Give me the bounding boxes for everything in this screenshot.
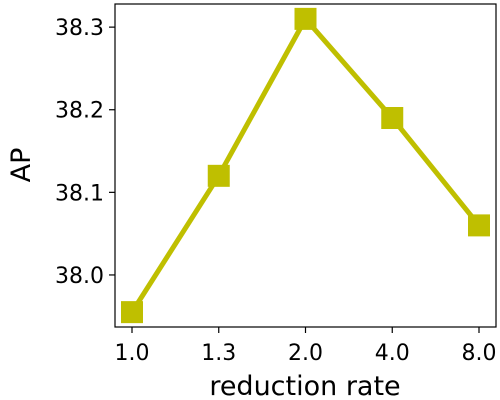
y-tick-label: 38.3 <box>55 16 104 41</box>
data-point-marker <box>468 214 490 237</box>
x-axis-ticks: 1.0 1.3 2.0 4.0 8.0 <box>115 327 497 366</box>
data-point-marker <box>121 301 143 324</box>
x-tick-label: 8.0 <box>462 341 497 366</box>
data-point-marker <box>381 107 404 129</box>
data-point-marker <box>207 164 230 187</box>
data-point-marker <box>294 7 317 30</box>
y-axis-label: AP <box>6 148 37 183</box>
x-tick-label: 1.0 <box>115 341 150 366</box>
data-series <box>121 7 490 324</box>
y-axis-ticks: 38.0 38.1 38.2 38.3 <box>55 16 115 289</box>
plot-frame <box>114 3 497 328</box>
y-tick-label: 38.1 <box>55 181 104 206</box>
x-tick-label: 1.3 <box>201 341 236 366</box>
series-line <box>129 16 481 314</box>
x-axis-label: reduction rate <box>209 371 400 400</box>
x-tick-label: 2.0 <box>288 341 323 366</box>
y-tick-label: 38.0 <box>55 264 104 289</box>
y-tick-label: 38.2 <box>55 99 104 124</box>
x-tick-label: 4.0 <box>375 341 410 366</box>
